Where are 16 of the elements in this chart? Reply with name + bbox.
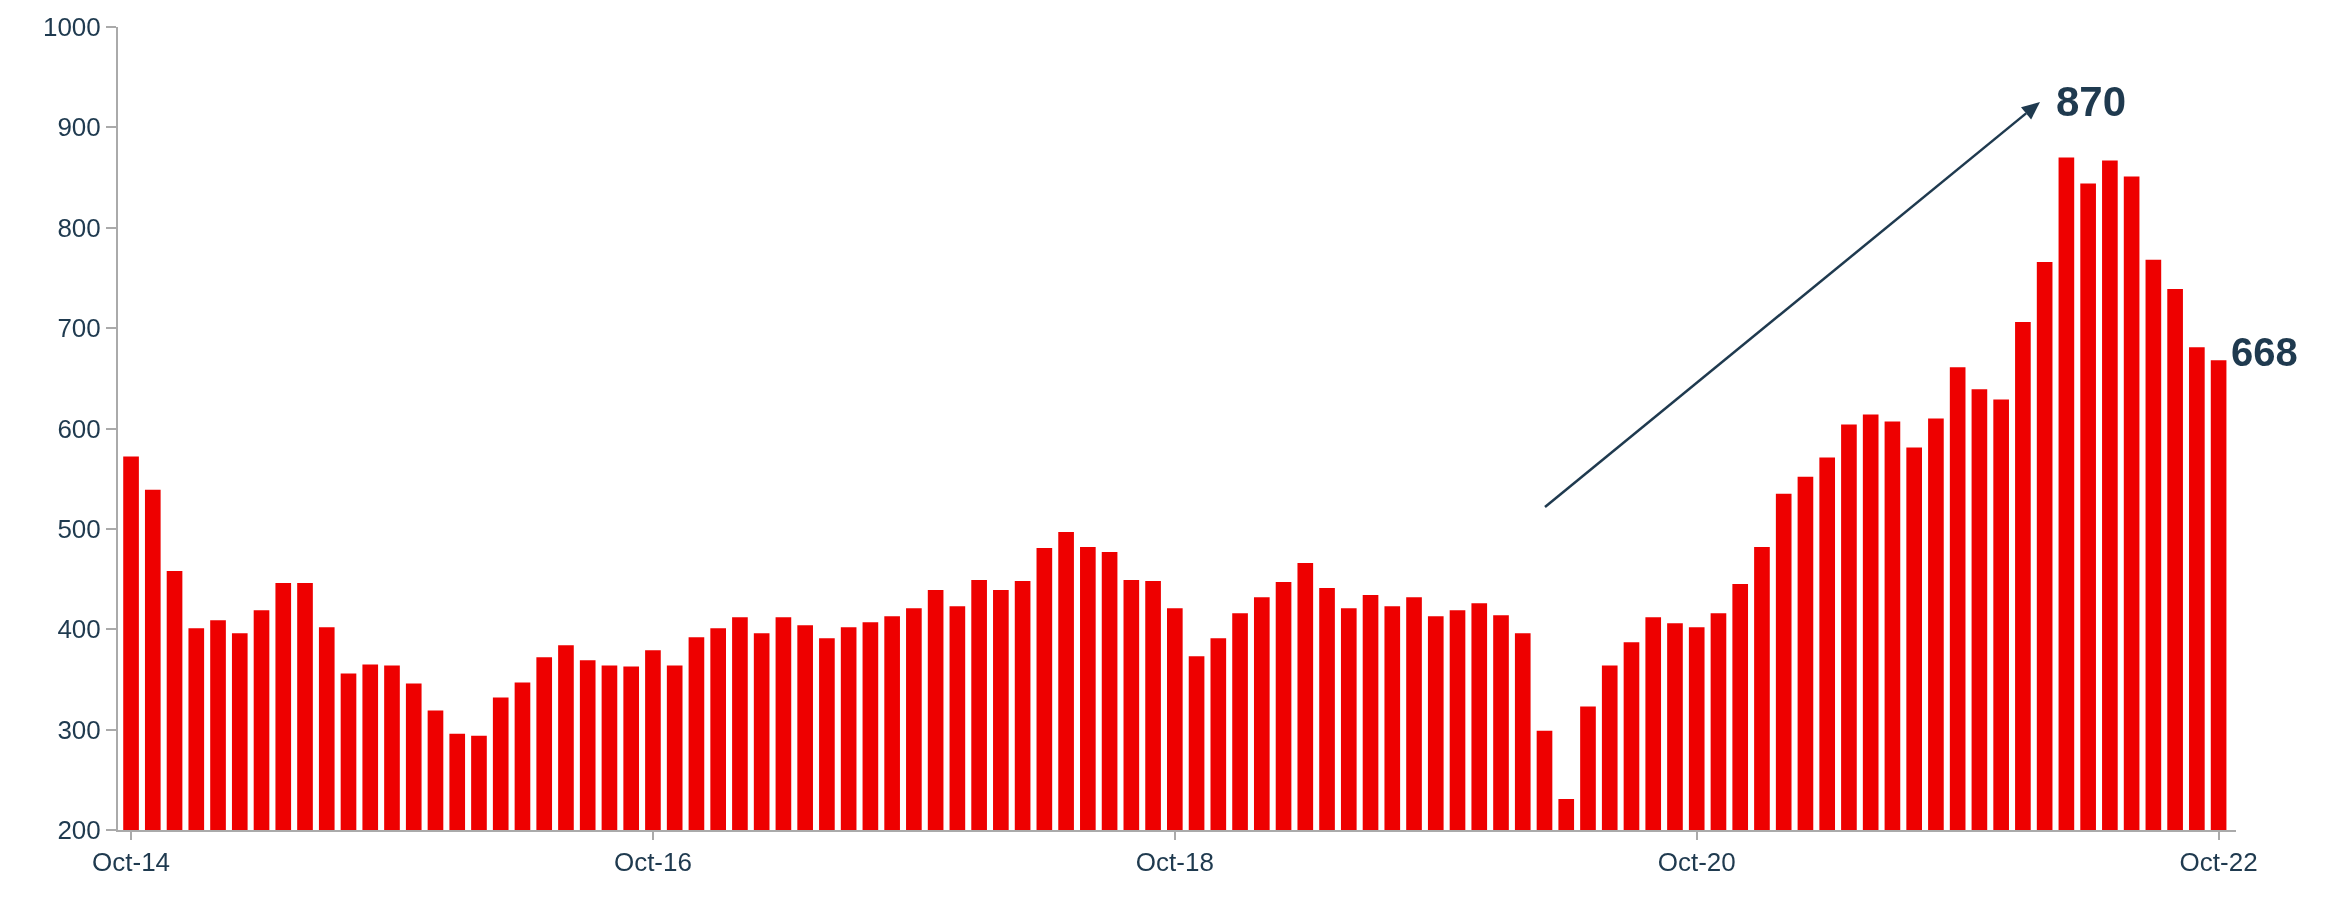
x-tick-label: Oct-16 (613, 847, 692, 878)
x-tick-label: Oct-20 (1657, 847, 1736, 878)
x-tick-label: Oct-14 (92, 847, 171, 878)
y-tick-label: 700 (57, 313, 101, 344)
y-tick-label: 200 (57, 815, 101, 846)
y-tick-label: 300 (57, 714, 101, 745)
annotation: 668 (2231, 330, 2298, 374)
y-tick-label: 400 (57, 614, 101, 645)
y-tick-label: 500 (57, 513, 101, 544)
y-tick-label: 800 (57, 212, 101, 243)
y-tick-label: 600 (57, 413, 101, 444)
x-tick-label: Oct-18 (1135, 847, 1214, 878)
y-tick-label: 1000 (42, 12, 101, 43)
x-tick-label: Oct-22 (2179, 847, 2258, 878)
y-tick-label: 900 (57, 112, 101, 143)
annotation: 870 (2056, 78, 2127, 125)
